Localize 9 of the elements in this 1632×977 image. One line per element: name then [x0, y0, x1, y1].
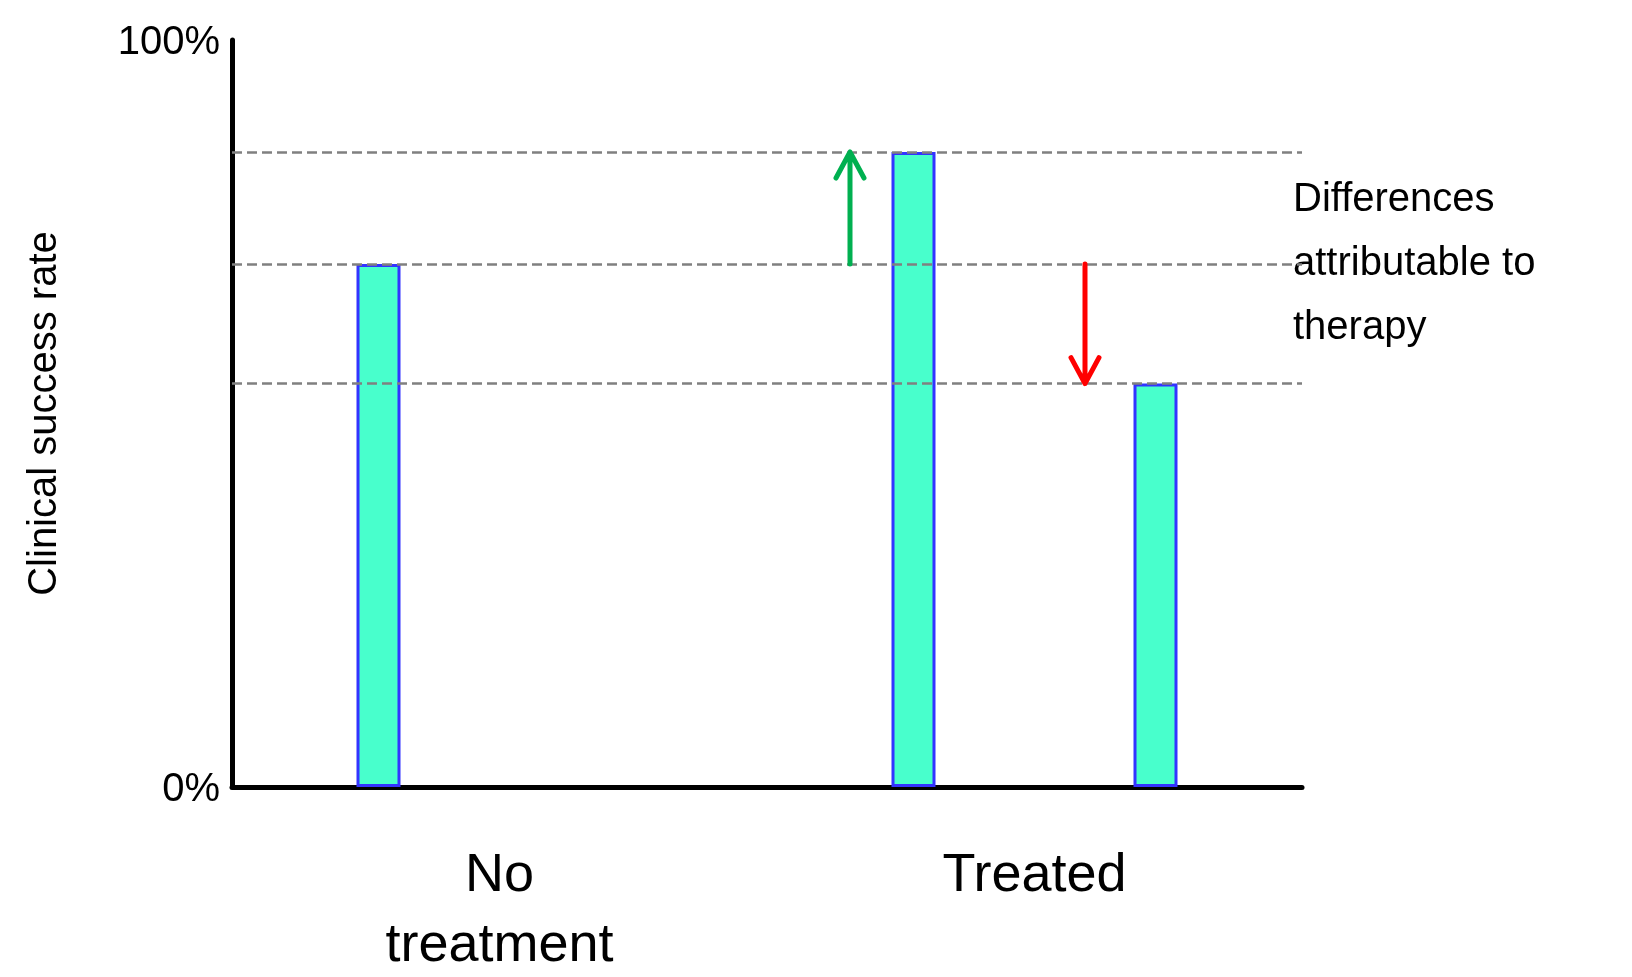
bar — [1133, 383, 1178, 787]
y-tick-label: 0% — [162, 765, 220, 809]
bar — [891, 152, 936, 787]
x-tick-label: No treatment — [385, 842, 614, 972]
x-tick-label: Treated — [942, 842, 1127, 902]
bar — [356, 264, 401, 787]
annotation: Differences attributable to therapy — [1293, 175, 1536, 347]
y-axis-title: Clinical success rate — [20, 231, 64, 596]
y-tick-label: 100% — [117, 18, 220, 62]
